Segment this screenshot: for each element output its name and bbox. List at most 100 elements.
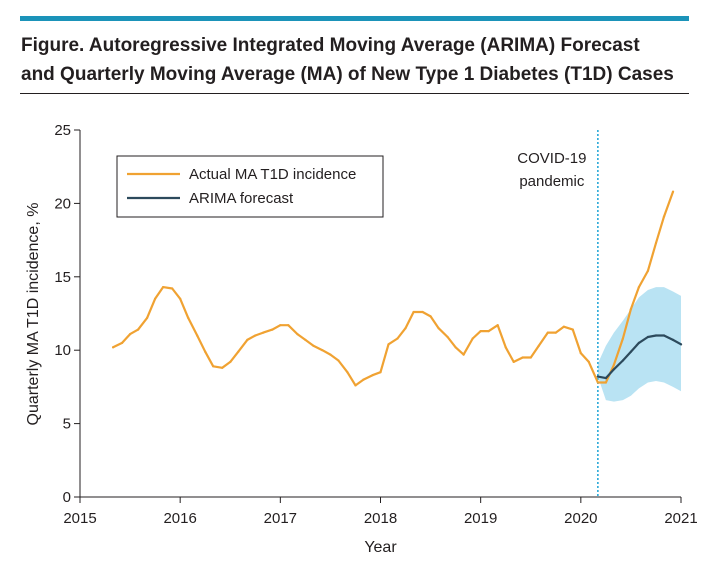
point-actual-47 (504, 346, 507, 349)
series-line-actual (112, 190, 675, 387)
point-forecast-10 (679, 343, 683, 346)
point-forecast-8 (662, 334, 666, 337)
point-actual-31 (371, 374, 374, 377)
legend-label-forecast: ARIMA forecast (189, 190, 294, 207)
figure-title-line-2: and Quarterly Moving Average (MA) of New… (21, 64, 674, 85)
point-actual-23 (304, 338, 307, 341)
x-tick-label-2019: 2019 (464, 510, 497, 527)
point-actual-17 (254, 334, 257, 337)
point-actual-45 (487, 330, 490, 333)
point-actual-25 (321, 349, 324, 352)
point-actual-10 (196, 334, 199, 337)
point-actual-6 (162, 286, 165, 289)
point-actual-32 (379, 371, 382, 374)
point-actual-54 (562, 325, 565, 328)
covid-annotation: COVID-19 pandemic (517, 130, 599, 497)
point-actual-5 (154, 297, 157, 300)
point-actual-48 (512, 360, 515, 363)
point-actual-27 (337, 359, 340, 362)
point-actual-13 (221, 366, 224, 369)
point-actual-8 (179, 297, 182, 300)
title-divider (20, 93, 689, 94)
point-actual-14 (229, 360, 232, 363)
y-tick-label-15: 15 (54, 269, 71, 286)
point-actual-60 (612, 363, 616, 366)
point-actual-3 (137, 328, 140, 331)
point-actual-20 (279, 324, 282, 327)
forecast-interval-layer (597, 287, 681, 402)
figure-title: Figure. Autoregressive Integrated Moving… (21, 31, 691, 89)
point-actual-55 (571, 328, 574, 331)
point-forecast-0 (596, 375, 600, 378)
point-actual-26 (329, 353, 332, 356)
point-actual-19 (271, 328, 274, 331)
point-actual-66 (662, 215, 666, 218)
point-actual-18 (262, 331, 265, 334)
point-forecast-1 (604, 377, 608, 380)
point-actual-24 (312, 344, 315, 347)
point-actual-51 (537, 344, 540, 347)
point-actual-59 (604, 381, 608, 384)
forecast-interval-band (597, 287, 681, 402)
point-actual-11 (204, 350, 207, 353)
x-axis-title: Year (364, 539, 397, 556)
point-actual-2 (129, 333, 132, 336)
x-tick-label-2017: 2017 (264, 510, 297, 527)
figure-title-line-1: Figure. Autoregressive Integrated Moving… (21, 35, 640, 56)
point-forecast-3 (621, 359, 625, 362)
point-actual-44 (479, 330, 482, 333)
point-actual-65 (654, 241, 658, 245)
point-actual-63 (637, 286, 641, 289)
x-tick-label-2015: 2015 (63, 510, 96, 527)
top-accent-rule (20, 16, 689, 21)
point-actual-28 (346, 371, 349, 374)
legend-label-actual: Actual MA T1D incidence (189, 166, 356, 183)
point-actual-29 (354, 384, 357, 387)
covid-label-line-2: pandemic (519, 173, 585, 190)
point-actual-4 (146, 316, 149, 319)
y-tick-label-0: 0 (63, 489, 71, 506)
point-actual-35 (404, 327, 407, 330)
point-forecast-7 (654, 334, 658, 337)
legend-box (116, 155, 384, 218)
point-actual-12 (212, 365, 215, 368)
point-actual-46 (496, 324, 499, 327)
point-actual-39 (437, 327, 440, 330)
point-actual-38 (429, 315, 432, 318)
y-tick-label-25: 25 (54, 122, 71, 139)
point-actual-7 (171, 287, 174, 290)
point-actual-9 (187, 316, 190, 319)
point-actual-21 (287, 324, 290, 327)
point-forecast-2 (612, 368, 616, 371)
y-tick-label-10: 10 (54, 342, 71, 359)
point-actual-15 (237, 350, 240, 353)
x-tick-label-2018: 2018 (364, 510, 397, 527)
point-actual-42 (462, 353, 465, 356)
axes: 2015 2016 2017 2018 2019 2020 2021 0 5 10 15 20 25 (54, 122, 697, 527)
point-actual-34 (396, 337, 399, 340)
y-tick-label-5: 5 (63, 416, 71, 433)
x-tick-label-2021: 2021 (664, 510, 697, 527)
point-actual-33 (387, 343, 390, 346)
y-tick-label-20: 20 (54, 195, 71, 212)
covid-label-line-1: COVID-19 (517, 150, 586, 167)
point-forecast-6 (646, 335, 650, 339)
point-actual-41 (454, 346, 457, 349)
point-actual-43 (471, 337, 474, 340)
x-tick-label-2020: 2020 (564, 510, 597, 527)
point-actual-22 (296, 333, 299, 336)
y-axis-title: Quarterly MA T1D incidence, % (25, 203, 42, 426)
point-actual-36 (412, 310, 415, 314)
point-forecast-9 (671, 338, 675, 341)
point-actual-61 (621, 337, 625, 340)
point-actual-30 (362, 378, 365, 381)
series (112, 190, 683, 387)
point-actual-62 (629, 308, 633, 311)
point-actual-53 (554, 331, 557, 334)
point-actual-52 (546, 331, 549, 334)
point-actual-57 (587, 360, 590, 363)
point-actual-1 (121, 341, 124, 344)
point-actual-49 (521, 356, 524, 359)
point-actual-58 (596, 381, 600, 384)
